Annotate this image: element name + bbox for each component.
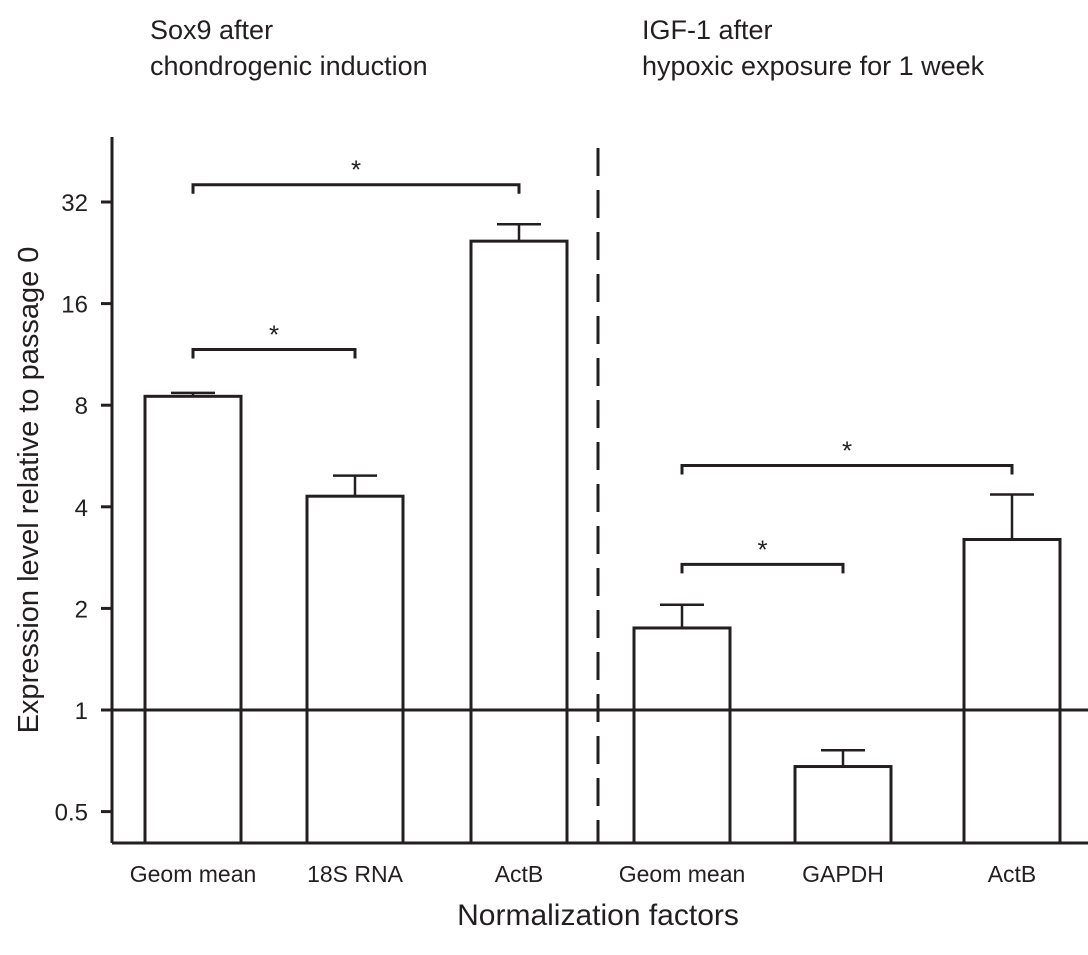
x-tick-label: Geom mean (130, 861, 257, 887)
y-tick-label: 4 (75, 495, 88, 522)
y-tick-label: 16 (61, 292, 88, 319)
y-ticks-layer: 0.5 1 2 4 8 16 32 (55, 190, 112, 827)
bar (632, 626, 732, 845)
panel-title-line: IGF-1 after (642, 15, 773, 45)
panel-title-line: hypoxic exposure for 1 week (642, 51, 985, 81)
x-tick-labels-layer: Geom mean 18S RNA ActB Geom mean GAPDH ActB (130, 861, 1037, 887)
bar (793, 765, 893, 845)
significance-bracket (191, 347, 357, 359)
panel-title-line: Sox9 after (150, 15, 274, 45)
panel-title-sox9: Sox9 after chondrogenic induction (150, 12, 428, 84)
x-axis-label: Normalization factors (457, 899, 739, 932)
significance-layer: * * * * (191, 155, 1014, 574)
panel-title-igf1: IGF-1 after hypoxic exposure for 1 week (642, 12, 984, 84)
significance-bracket (680, 562, 845, 574)
significance-star: * (269, 319, 279, 349)
error-bars-layer (171, 222, 1034, 767)
y-tick-label: 0.5 (55, 800, 88, 827)
y-tick-label: 32 (61, 190, 88, 217)
x-tick-label: ActB (988, 861, 1037, 887)
panel-title-line: chondrogenic induction (150, 51, 428, 81)
y-tick-label: 2 (75, 596, 88, 623)
significance-star: * (757, 534, 767, 564)
y-tick-label: 8 (75, 393, 88, 420)
bar (143, 394, 243, 845)
bar (305, 494, 405, 845)
x-tick-label: Geom mean (619, 861, 746, 887)
y-tick-label: 1 (75, 698, 88, 725)
significance-bracket (191, 183, 521, 194)
y-axis-label: Expression level relative to passage 0 (13, 247, 45, 734)
x-tick-label: 18S RNA (307, 861, 404, 887)
significance-star: * (351, 155, 361, 185)
x-tick-label: ActB (495, 861, 544, 887)
significance-bracket (680, 464, 1014, 475)
bar (962, 538, 1062, 845)
x-tick-label: GAPDH (802, 861, 884, 887)
significance-star: * (842, 436, 852, 466)
bars-layer (143, 239, 1062, 845)
bar (469, 239, 569, 845)
